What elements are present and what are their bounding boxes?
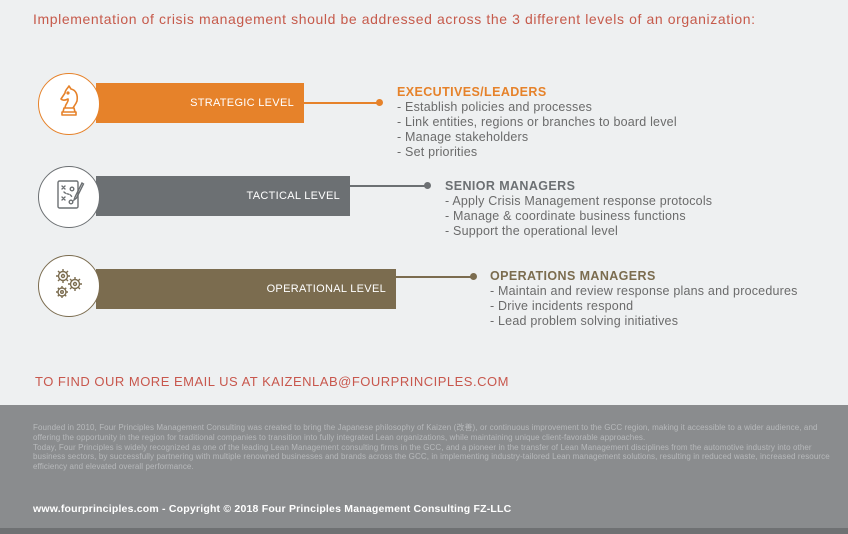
tactical-icon-circle	[38, 166, 100, 228]
gears-icon	[49, 264, 89, 309]
contact-email-link[interactable]: TO FIND OUR MORE EMAIL US AT KAIZENLAB@F…	[35, 374, 509, 389]
operational-connector-dot	[470, 273, 477, 280]
operational-info: OPERATIONS MANAGERS - Maintain and revie…	[490, 269, 798, 329]
copyright-text[interactable]: www.fourprinciples.com - Copyright © 201…	[33, 503, 512, 515]
list-item: - Set priorities	[397, 145, 478, 159]
list-item: - Manage & coordinate business functions	[445, 209, 686, 223]
operational-level-bar: OPERATIONAL LEVEL	[96, 269, 396, 309]
list-item: - Establish policies and processes	[397, 100, 593, 114]
level-tactical: TACTICAL LEVEL SENIOR MANAGERS - Apply C…	[0, 164, 848, 244]
list-item: - Drive incidents respond	[490, 299, 634, 313]
list-item: - Support the operational level	[445, 224, 618, 238]
tactical-heading: SENIOR MANAGERS	[445, 179, 576, 193]
strategic-connector-dot	[376, 99, 383, 106]
operational-heading: OPERATIONS MANAGERS	[490, 269, 656, 283]
about-paragraph: Founded in 2010, Four Principles Managem…	[33, 423, 818, 442]
tactical-level-bar: TACTICAL LEVEL	[96, 176, 350, 216]
list-item: - Manage stakeholders	[397, 130, 529, 144]
list-item: - Apply Crisis Management response proto…	[445, 194, 713, 208]
operational-connector-line	[396, 276, 472, 278]
tactical-connector-line	[350, 185, 426, 187]
about-text: Founded in 2010, Four Principles Managem…	[33, 423, 845, 472]
strategy-board-icon	[49, 175, 89, 220]
level-operational: OPERATIONAL LEVEL OPERATIONS MANAGERS - …	[0, 253, 848, 333]
list-item: - Maintain and review response plans and…	[490, 284, 798, 298]
chess-knight-icon	[49, 82, 89, 127]
strategic-icon-circle	[38, 73, 100, 135]
strategic-info: EXECUTIVES/LEADERS - Establish policies …	[397, 85, 677, 160]
strategic-level-bar: STRATEGIC LEVEL	[96, 83, 304, 123]
tactical-info: SENIOR MANAGERS - Apply Crisis Managemen…	[445, 179, 712, 239]
intro-heading: Implementation of crisis management shou…	[33, 11, 756, 27]
list-item: - Lead problem solving initiatives	[490, 314, 679, 328]
tactical-connector-dot	[424, 182, 431, 189]
strategic-connector-line	[304, 102, 380, 104]
list-item: - Link entities, regions or branches to …	[397, 115, 677, 129]
level-strategic: STRATEGIC LEVEL EXECUTIVES/LEADERS - Est…	[0, 71, 848, 159]
footer: Founded in 2010, Four Principles Managem…	[0, 405, 848, 534]
operational-icon-circle	[38, 255, 100, 317]
about-paragraph: Today, Four Principles is widely recogni…	[33, 442, 830, 472]
footer-bottom-strip	[0, 528, 848, 534]
strategic-heading: EXECUTIVES/LEADERS	[397, 85, 547, 99]
